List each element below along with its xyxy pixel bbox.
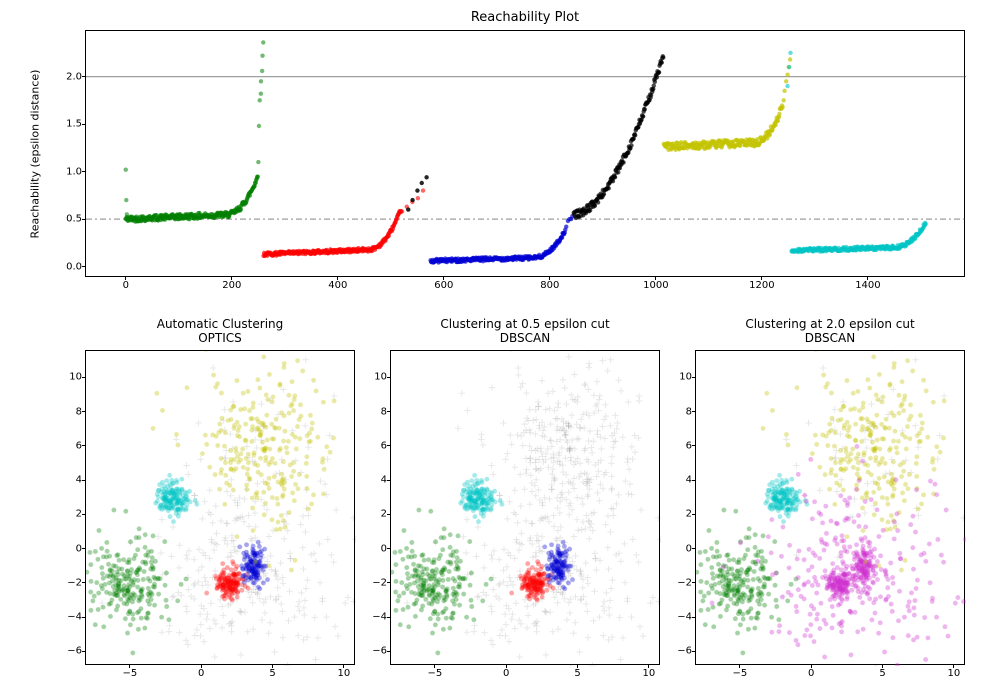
panel-title: Automatic Clustering OPTICS: [157, 318, 284, 346]
xtick-label: 1200: [749, 280, 774, 291]
ytick-label: −2: [372, 577, 387, 588]
reachability-axes: 02004006008001000120014000.00.51.01.52.0: [85, 30, 965, 277]
ytick-label: 4: [381, 475, 387, 486]
xtick-label: 0: [123, 280, 129, 291]
xtick-label: 5: [269, 668, 275, 679]
ytick-label: 1.5: [66, 119, 82, 130]
ytick-label: −4: [67, 612, 82, 623]
ytick-label: 10: [374, 372, 387, 383]
xtick-label: −5: [123, 668, 138, 679]
xtick-label: 0: [198, 668, 204, 679]
ytick-label: 0: [381, 543, 387, 554]
reachability-title: Reachability Plot: [471, 10, 579, 25]
ytick-label: 6: [686, 440, 692, 451]
plot-svg: [86, 31, 966, 278]
plot-svg: [696, 351, 966, 666]
ytick-label: −6: [67, 646, 82, 657]
xtick-label: 10: [948, 668, 961, 679]
ytick-label: 6: [76, 440, 82, 451]
plot-svg: [391, 351, 661, 666]
xtick-label: 0: [503, 668, 509, 679]
xtick-label: −5: [733, 668, 748, 679]
ytick-label: 4: [686, 475, 692, 486]
plot-svg: [86, 351, 356, 666]
scatter-axes-2: −50510−6−4−20246810: [695, 350, 965, 665]
ytick-label: 8: [686, 406, 692, 417]
xtick-label: 10: [338, 668, 351, 679]
scatter-axes-0: −50510−6−4−20246810: [85, 350, 355, 665]
panel-title: Clustering at 2.0 epsilon cut DBSCAN: [745, 318, 914, 346]
ytick-label: 0: [686, 543, 692, 554]
xtick-label: −5: [428, 668, 443, 679]
figure-root: 02004006008001000120014000.00.51.01.52.0…: [0, 0, 1000, 700]
ytick-label: −6: [677, 646, 692, 657]
ytick-label: 10: [679, 372, 692, 383]
xtick-label: 800: [540, 280, 559, 291]
scatter-axes-1: −50510−6−4−20246810: [390, 350, 660, 665]
xtick-label: 5: [574, 668, 580, 679]
xtick-label: 1400: [855, 280, 880, 291]
xtick-label: 400: [328, 280, 347, 291]
ytick-label: 2.0: [66, 71, 82, 82]
xtick-label: 10: [643, 668, 656, 679]
ytick-label: 8: [76, 406, 82, 417]
ytick-label: −6: [372, 646, 387, 657]
ytick-label: −4: [372, 612, 387, 623]
ytick-label: 4: [76, 475, 82, 486]
ytick-label: 0.5: [66, 214, 82, 225]
ytick-label: 1.0: [66, 166, 82, 177]
ytick-label: −2: [67, 577, 82, 588]
panel-title: Clustering at 0.5 epsilon cut DBSCAN: [440, 318, 609, 346]
xtick-label: 0: [808, 668, 814, 679]
ytick-label: 6: [381, 440, 387, 451]
ytick-label: 0.0: [66, 261, 82, 272]
reachability-ylabel: Reachability (epsilon distance): [29, 69, 42, 238]
ytick-label: 2: [76, 509, 82, 520]
ytick-label: 8: [381, 406, 387, 417]
xtick-label: 600: [434, 280, 453, 291]
ytick-label: −4: [677, 612, 692, 623]
xtick-label: 200: [222, 280, 241, 291]
ytick-label: 0: [76, 543, 82, 554]
xtick-label: 5: [879, 668, 885, 679]
ytick-label: 10: [69, 372, 82, 383]
ytick-label: −2: [677, 577, 692, 588]
ytick-label: 2: [381, 509, 387, 520]
xtick-label: 1000: [643, 280, 668, 291]
ytick-label: 2: [686, 509, 692, 520]
